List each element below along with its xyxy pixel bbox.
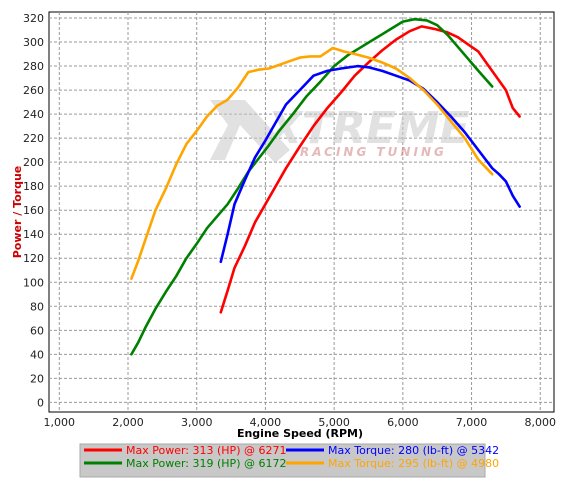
plot-area xyxy=(48,11,555,413)
y-tick-label: 220 xyxy=(23,132,44,145)
watermark-tagline: RACING TUNING xyxy=(300,145,447,159)
y-tick-label: 280 xyxy=(23,60,44,73)
series-lines xyxy=(130,17,521,356)
x-axis-ticks: 1,000 2,000 3,000 4,000 5,000 6,000 7,000 8,000 xyxy=(44,416,556,429)
series-line-2 xyxy=(219,64,521,264)
y-tick-label: 0 xyxy=(37,396,44,409)
legend-label: Max Power: 313 (HP) @ 6271 xyxy=(126,444,286,457)
y-tick-label: 120 xyxy=(23,252,44,265)
y-tick-label: 20 xyxy=(30,372,44,385)
x-tick-label: 4,000 xyxy=(250,416,282,429)
y-tick-label: 260 xyxy=(23,84,44,97)
y-axis-title: Power / Torque xyxy=(11,166,24,259)
legend-label: Max Torque: 280 (lb-ft) @ 5342 xyxy=(328,444,499,457)
y-tick-label: 40 xyxy=(30,348,44,361)
x-axis-title: Engine Speed (RPM) xyxy=(237,427,363,440)
legend: Max Power: 313 (HP) @ 6271 Max Torque: 28… xyxy=(79,443,499,478)
y-tick-label: 160 xyxy=(23,204,44,217)
series-line-3 xyxy=(130,46,494,281)
y-tick-label: 240 xyxy=(23,108,44,121)
series-line-0 xyxy=(219,25,521,314)
x-tick-label: 1,000 xyxy=(44,416,76,429)
y-tick-label: 320 xyxy=(23,12,44,25)
x-tick-label: 3,000 xyxy=(181,416,213,429)
legend-label: Max Power: 319 (HP) @ 6172 xyxy=(126,457,286,470)
y-tick-label: 200 xyxy=(23,156,44,169)
watermark-x-mark xyxy=(210,100,290,163)
series-line-1 xyxy=(130,17,494,356)
y-tick-label: 80 xyxy=(30,300,44,313)
y-tick-label: 180 xyxy=(23,180,44,193)
x-tick-label: 7,000 xyxy=(456,416,488,429)
x-tick-label: 8,000 xyxy=(525,416,557,429)
y-tick-label: 140 xyxy=(23,228,44,241)
legend-label: Max Torque: 295 (lb-ft) @ 4980 xyxy=(328,457,499,470)
y-tick-label: 100 xyxy=(23,276,44,289)
x-tick-label: 6,000 xyxy=(387,416,419,429)
legend-background xyxy=(79,443,486,478)
y-tick-label: 60 xyxy=(30,324,44,337)
x-tick-label: 5,000 xyxy=(318,416,350,429)
x-tick-label: 2,000 xyxy=(112,416,144,429)
y-axis-ticks: 0 20 40 60 80 100 120 140 160 180 200 220 240 260 280 3… xyxy=(23,12,44,409)
y-tick-label: 300 xyxy=(23,36,44,49)
